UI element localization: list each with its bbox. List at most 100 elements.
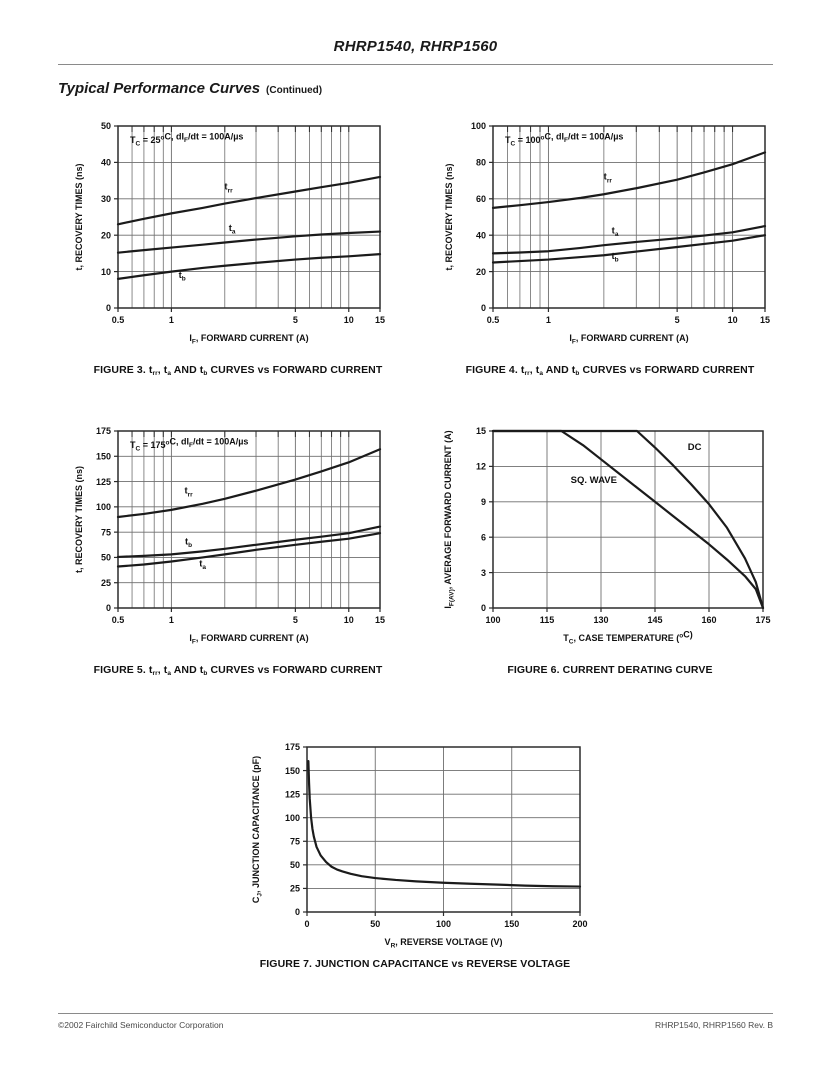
footer-copyright: ©2002 Fairchild Semiconductor Corporatio… [58, 1020, 224, 1030]
svg-text:150: 150 [96, 451, 111, 461]
svg-text:6: 6 [481, 532, 486, 542]
svg-text:115: 115 [540, 615, 555, 625]
svg-text:trr: trr [604, 172, 613, 185]
svg-text:5: 5 [293, 315, 298, 325]
figure-5-caption: FIGURE 5. trr, ta AND tb CURVES vs FORWA… [93, 664, 383, 677]
section-title-text: Typical Performance Curves [58, 80, 261, 97]
svg-text:0.5: 0.5 [112, 315, 125, 325]
svg-text:10: 10 [344, 615, 354, 625]
section-title: Typical Performance Curves (Continued) [58, 80, 322, 97]
svg-text:100: 100 [285, 813, 300, 823]
svg-text:10: 10 [344, 315, 354, 325]
figure-7-caption: FIGURE 7. JUNCTION CAPACITANCE vs REVERS… [259, 958, 571, 970]
svg-text:50: 50 [101, 121, 111, 131]
svg-text:ta: ta [612, 225, 619, 238]
svg-text:1: 1 [169, 615, 174, 625]
svg-text:145: 145 [647, 615, 662, 625]
svg-text:75: 75 [101, 527, 111, 537]
svg-text:0: 0 [106, 603, 111, 613]
svg-text:150: 150 [504, 919, 519, 929]
svg-text:5: 5 [675, 315, 680, 325]
svg-text:130: 130 [593, 615, 608, 625]
figure-4-chart: 0 20 40 60 80 100 0.5 1 5 10 15 TC = 100oC, dIF/dt … [438, 112, 773, 360]
svg-text:1: 1 [169, 315, 174, 325]
svg-text:200: 200 [572, 919, 587, 929]
svg-text:IF, FORWARD CURRENT (A): IF, FORWARD CURRENT (A) [189, 633, 308, 646]
svg-text:DC: DC [688, 442, 702, 453]
svg-text:TC = 25oC, dIF/dt = 100A/µs: TC = 25oC, dIF/dt = 100A/µs [130, 132, 243, 148]
svg-text:100: 100 [471, 121, 486, 131]
figure-3-chart: 0 10 20 30 40 50 0.5 1 5 10 15 TC = 25oC, dIF/dt = … [68, 112, 388, 360]
svg-text:1: 1 [546, 315, 551, 325]
figure-6-chart: 0 3 6 9 12 15 100 115 130 145 160 175 DC SQ. WAVE TC, … [438, 417, 773, 660]
svg-text:125: 125 [285, 789, 300, 799]
svg-text:15: 15 [760, 315, 770, 325]
svg-text:ta: ta [199, 559, 206, 572]
svg-text:TC, CASE TEMPERATURE (oC): TC, CASE TEMPERATURE (oC) [563, 630, 693, 646]
section-continued-label: (Continued) [266, 85, 323, 96]
figure-5-chart: 0 25 50 75 100 125 150 175 0.5 1 5 10 15 TC = 175oC, … [68, 417, 388, 660]
svg-text:0: 0 [304, 919, 309, 929]
svg-text:TC = 100oC, dIF/dt = 100A/µs: TC = 100oC, dIF/dt = 100A/µs [505, 132, 623, 148]
svg-text:12: 12 [476, 462, 486, 472]
svg-text:10: 10 [101, 267, 111, 277]
svg-text:9: 9 [481, 497, 486, 507]
header-divider [58, 64, 773, 65]
svg-text:IF(AV), AVERAGE FORWARD CURREN: IF(AV), AVERAGE FORWARD CURRENT (A) [443, 430, 456, 608]
svg-text:0: 0 [481, 303, 486, 313]
svg-text:25: 25 [101, 578, 111, 588]
svg-text:125: 125 [96, 477, 111, 487]
svg-text:100: 100 [96, 502, 111, 512]
svg-text:CJ, JUNCTION CAPACITANCE (pF): CJ, JUNCTION CAPACITANCE (pF) [251, 756, 264, 903]
svg-text:80: 80 [476, 158, 486, 168]
svg-text:trr: trr [224, 182, 233, 195]
svg-text:t, RECOVERY TIMES (ns): t, RECOVERY TIMES (ns) [444, 163, 454, 270]
svg-text:0: 0 [106, 303, 111, 313]
svg-text:15: 15 [375, 615, 385, 625]
svg-text:3: 3 [481, 568, 486, 578]
svg-text:tb: tb [185, 536, 192, 549]
footer-revision: RHRP1540, RHRP1560 Rev. B [655, 1020, 773, 1030]
svg-text:ta: ta [229, 223, 236, 236]
svg-text:40: 40 [101, 158, 111, 168]
footer-divider [58, 1013, 773, 1014]
svg-text:100: 100 [436, 919, 451, 929]
svg-text:50: 50 [101, 553, 111, 563]
page-header-title: RHRP1540, RHRP1560 [333, 38, 498, 55]
svg-text:75: 75 [290, 836, 300, 846]
svg-text:15: 15 [375, 315, 385, 325]
svg-text:5: 5 [293, 615, 298, 625]
svg-text:SQ. WAVE: SQ. WAVE [571, 475, 617, 486]
svg-text:25: 25 [290, 884, 300, 894]
svg-text:50: 50 [290, 860, 300, 870]
svg-text:tb: tb [611, 251, 618, 264]
svg-text:10: 10 [728, 315, 738, 325]
figure-3-caption: FIGURE 3. trr, ta AND tb CURVES vs FORWA… [93, 364, 383, 377]
svg-text:VR, REVERSE VOLTAGE (V): VR, REVERSE VOLTAGE (V) [385, 937, 503, 950]
svg-text:0: 0 [481, 603, 486, 613]
svg-text:trr: trr [184, 486, 193, 499]
svg-text:IF, FORWARD CURRENT (A): IF, FORWARD CURRENT (A) [569, 333, 688, 346]
figure-7-chart: 0 25 50 75 100 125 150 175 0 50 100 150 200 VR, REVER… [245, 735, 590, 960]
svg-text:60: 60 [476, 194, 486, 204]
svg-text:40: 40 [476, 230, 486, 240]
figure-6-caption: FIGURE 6. CURRENT DERATING CURVE [507, 664, 713, 676]
svg-text:t, RECOVERY TIMES (ns): t, RECOVERY TIMES (ns) [74, 466, 84, 573]
svg-text:0: 0 [295, 907, 300, 917]
svg-text:0.5: 0.5 [487, 315, 500, 325]
figure-4-caption: FIGURE 4. trr, ta AND tb CURVES vs FORWA… [465, 364, 755, 377]
svg-text:50: 50 [370, 919, 380, 929]
svg-text:t, RECOVERY TIMES (ns): t, RECOVERY TIMES (ns) [74, 163, 84, 270]
svg-text:175: 175 [96, 426, 111, 436]
svg-text:15: 15 [476, 426, 486, 436]
svg-text:20: 20 [101, 230, 111, 240]
svg-text:150: 150 [285, 766, 300, 776]
svg-text:20: 20 [476, 267, 486, 277]
svg-text:0.5: 0.5 [112, 615, 125, 625]
svg-text:IF, FORWARD CURRENT (A): IF, FORWARD CURRENT (A) [189, 333, 308, 346]
svg-text:100: 100 [485, 615, 500, 625]
svg-text:TC = 175oC, dIF/dt = 100A/µs: TC = 175oC, dIF/dt = 100A/µs [130, 437, 248, 453]
svg-text:160: 160 [701, 615, 716, 625]
svg-text:175: 175 [285, 742, 300, 752]
